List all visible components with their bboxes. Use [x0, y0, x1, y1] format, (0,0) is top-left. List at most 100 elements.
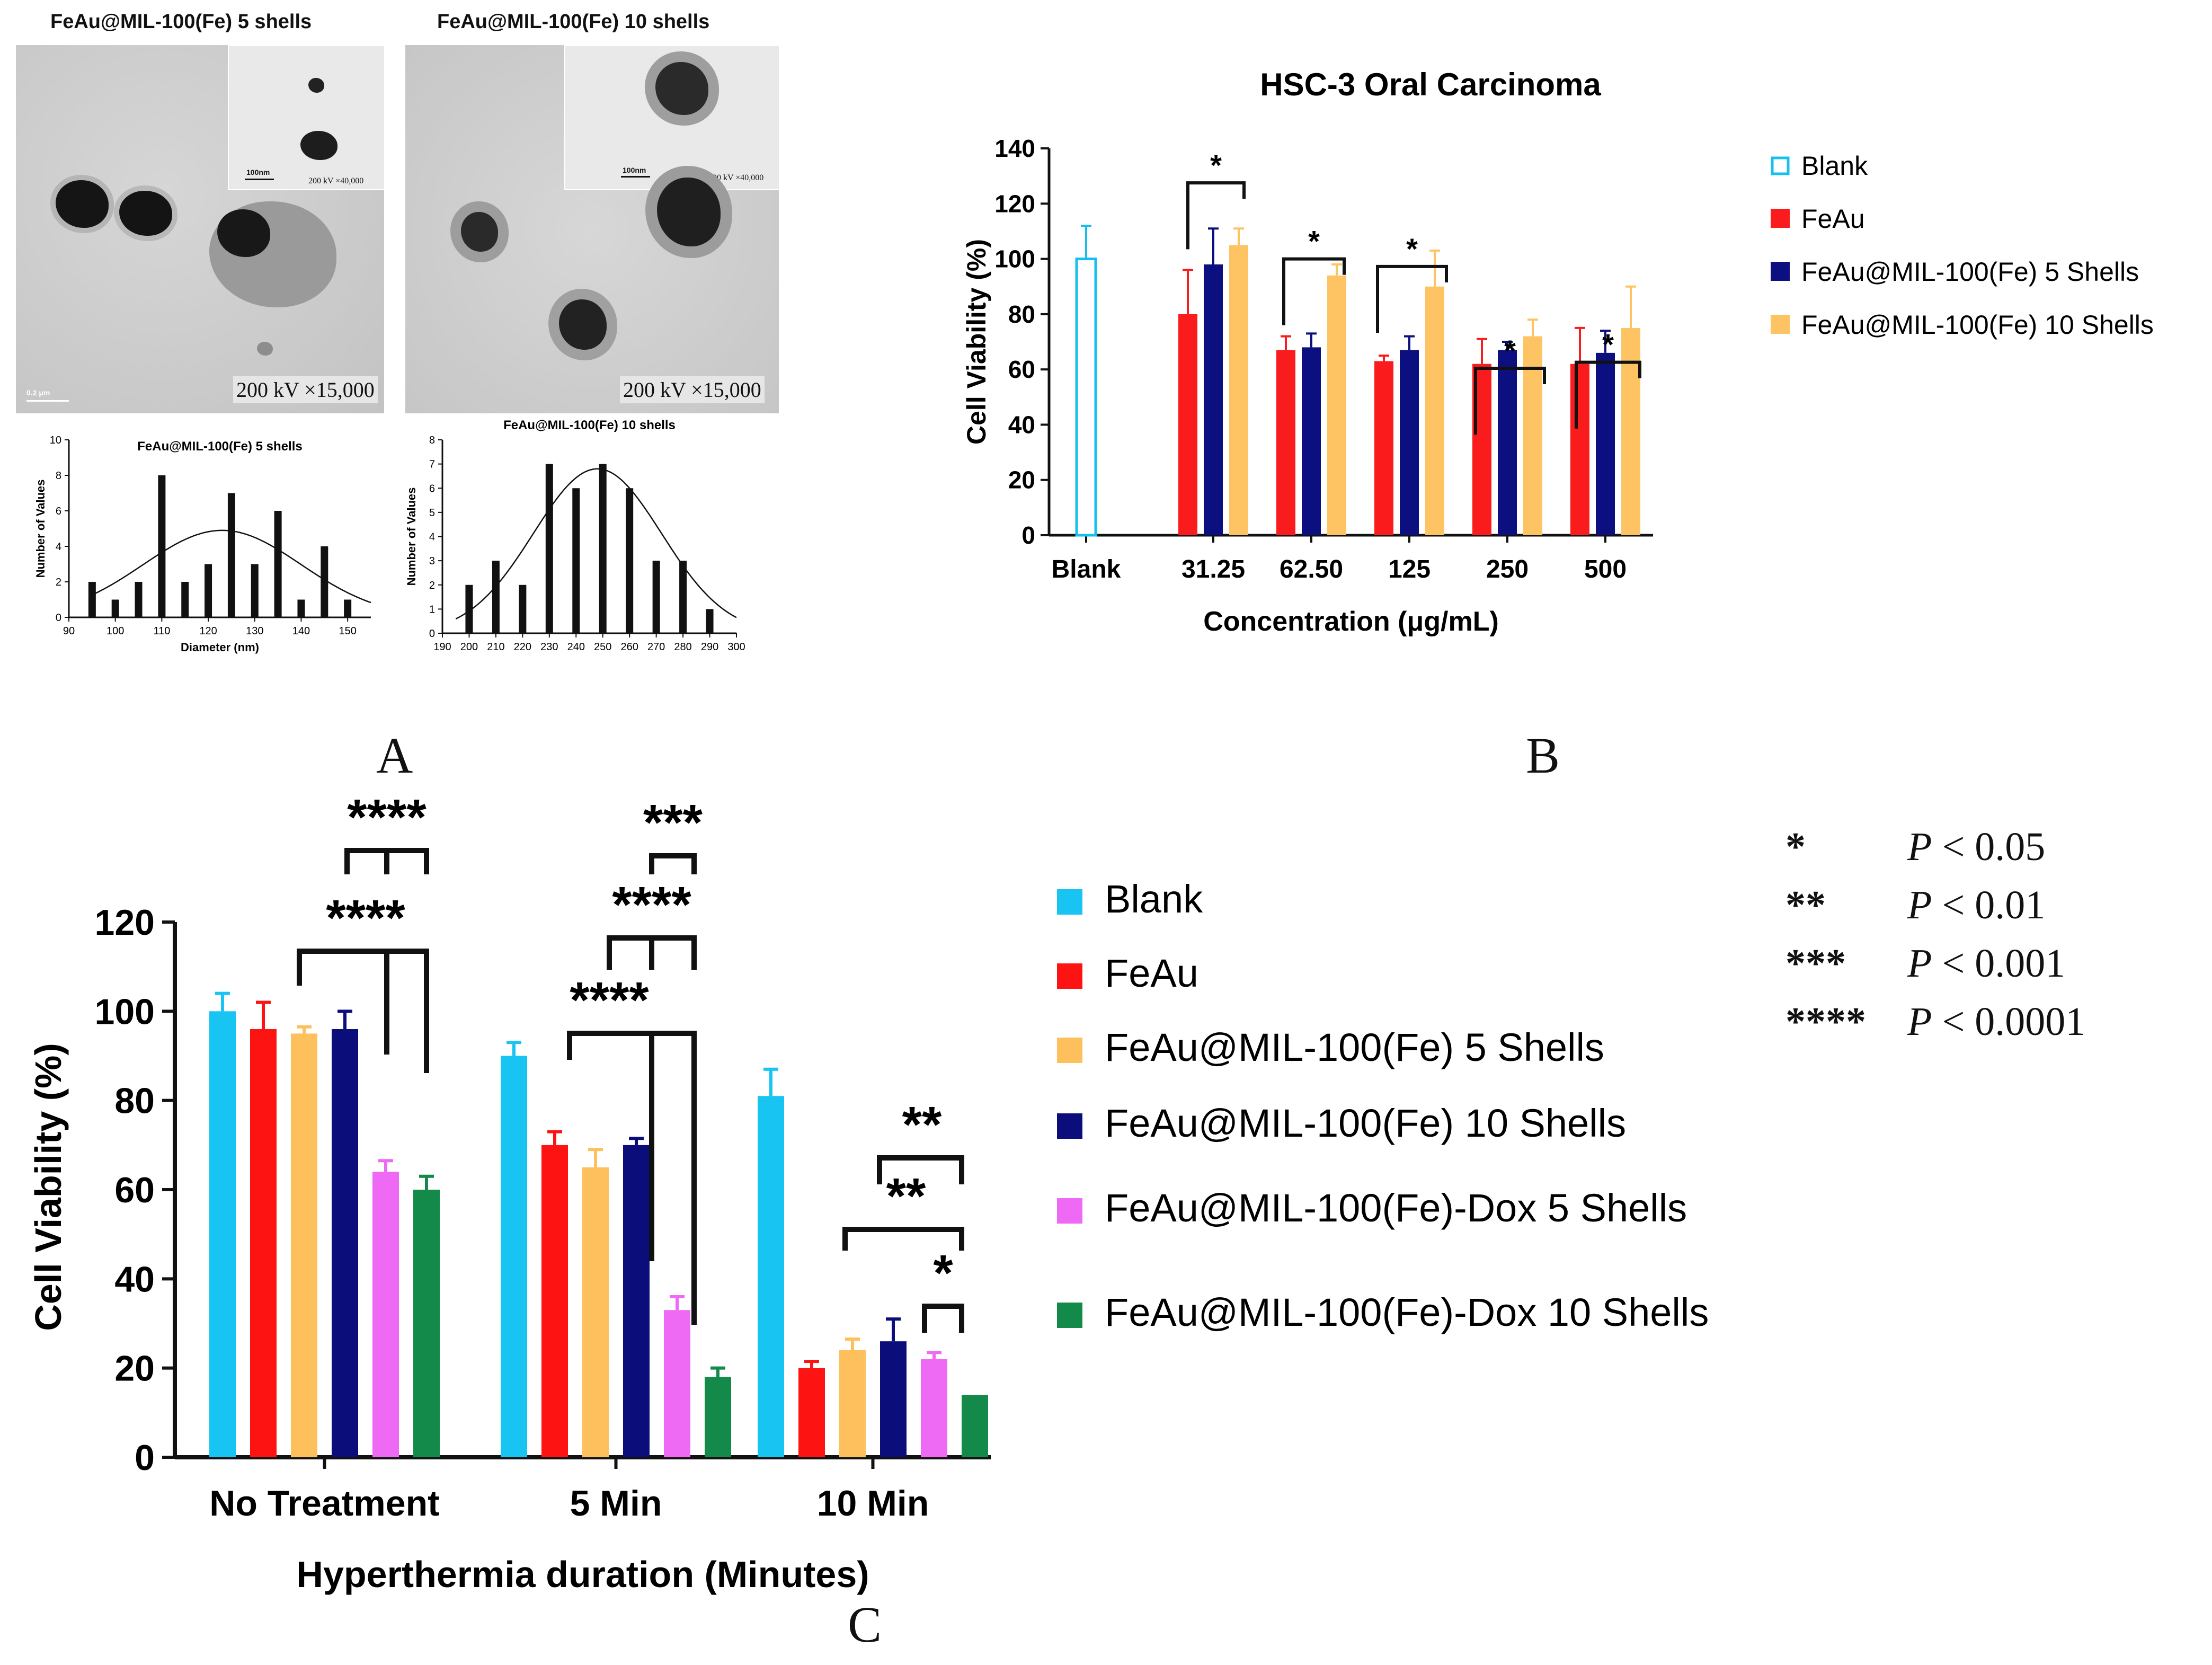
bar [1621, 327, 1640, 535]
x-tick-label: 120 [199, 625, 217, 637]
bar [921, 1359, 947, 1457]
y-tick-label: 2 [56, 577, 61, 588]
histogram-bar [227, 493, 235, 617]
histogram-bar [158, 475, 166, 617]
histogram-bar [344, 599, 352, 617]
histogram-bar [111, 599, 119, 617]
sig-p: P [1907, 825, 1932, 869]
inset-magnification: 200 kV ×40,000 [308, 176, 364, 185]
y-axis-label: Cell Viability (%) [28, 1043, 69, 1331]
y-tick-label: 4 [429, 532, 435, 543]
x-tick-label: 290 [701, 641, 718, 653]
y-axis-label: Number of Values [405, 488, 418, 586]
legend-label: FeAu@MIL-100(Fe)-Dox 5 Shells [1105, 1186, 1687, 1230]
panel-label-a: A [376, 727, 413, 784]
y-tick-label: 40 [114, 1259, 155, 1299]
sig-stars: **** [1785, 999, 1866, 1044]
y-tick-label: 80 [1008, 300, 1035, 328]
x-tick-label: 90 [63, 625, 75, 637]
x-tick-label: 125 [1388, 555, 1431, 583]
sig-value: < 0.05 [1942, 825, 2046, 869]
particle [300, 131, 337, 160]
x-tick-label: 5 Min [570, 1483, 662, 1524]
legend-swatch [1057, 889, 1082, 915]
legend-swatch [1057, 963, 1082, 989]
legend-label: FeAu [1105, 951, 1198, 995]
y-tick-label: 140 [994, 135, 1035, 162]
bar [839, 1350, 866, 1457]
significance-label: ** [902, 1096, 942, 1153]
histogram-bar [465, 584, 473, 633]
x-tick-label: 10 Min [817, 1483, 929, 1524]
histogram-bar [205, 564, 212, 617]
histogram-bar [519, 584, 527, 633]
x-tick-label: 300 [727, 641, 745, 653]
tem-inset-5-shells: 100nm 200 kV ×40,000 [228, 45, 384, 190]
legend-label: Blank [1105, 877, 1203, 921]
x-tick-label: 140 [292, 625, 310, 637]
x-tick-label: 260 [620, 641, 638, 653]
inset-scale-text: 100nm [246, 168, 270, 176]
particle [119, 191, 172, 236]
bar [962, 1395, 988, 1457]
significance-bracket [922, 1304, 964, 1333]
bar [880, 1341, 907, 1457]
y-tick-label: 5 [429, 507, 435, 519]
x-tick-label: 230 [540, 641, 558, 653]
inset-magnification: 200 kV ×40,000 [708, 173, 764, 182]
x-axis-label: Concentration (μg/mL) [1203, 606, 1499, 637]
bar [1204, 264, 1223, 535]
tem-right-title: FeAu@MIL-100(Fe) 10 shells [437, 11, 710, 33]
sig-p: P [1907, 941, 1932, 986]
significance-label: * [1406, 232, 1418, 265]
x-tick-label: 270 [647, 641, 665, 653]
y-tick-label: 8 [56, 470, 61, 482]
bar [1596, 352, 1615, 535]
bar [798, 1368, 825, 1457]
significance-bracket [297, 949, 429, 1073]
sig-value: < 0.01 [1942, 883, 2046, 927]
y-tick-label: 20 [114, 1349, 155, 1389]
scale-text: 0.2 μm [26, 388, 50, 397]
y-tick-label: 7 [429, 459, 435, 471]
y-tick-label: 10 [50, 435, 61, 446]
y-tick-label: 6 [56, 506, 61, 517]
sig-stars: ** [1785, 883, 1826, 927]
legend-swatch [1771, 209, 1790, 228]
y-tick-label: 20 [1008, 466, 1035, 494]
y-tick-label: 4 [56, 541, 61, 553]
particle [559, 299, 607, 350]
y-tick-label: 80 [114, 1081, 155, 1121]
x-tick-label: No Treatment [209, 1483, 440, 1524]
significance-label: **** [570, 972, 649, 1029]
panel-label-b: B [1526, 727, 1560, 784]
legend-swatch [1057, 1113, 1082, 1139]
significance-bracket [567, 1031, 697, 1325]
histogram-bar [679, 561, 687, 633]
y-tick-label: 2 [429, 580, 435, 591]
legend-label: FeAu@MIL-100(Fe) 5 Shells [1105, 1025, 1604, 1069]
particle [257, 342, 273, 356]
chart-b: HSC-3 Oral Carcinoma 0 20 40 60 80 100 120 140 Bl… [962, 67, 2154, 637]
histogram-bar [88, 582, 96, 617]
y-tick-label: 3 [429, 555, 435, 567]
bar [623, 1145, 650, 1457]
sig-value: < 0.0001 [1942, 999, 2086, 1044]
histogram-bar [599, 464, 607, 633]
significance-bracket [344, 848, 429, 874]
sig-value: < 0.001 [1942, 941, 2066, 986]
y-tick-label: 60 [1008, 356, 1035, 383]
y-tick-label: 100 [95, 991, 155, 1032]
x-tick-label: 250 [594, 641, 611, 653]
x-tick-label: 100 [106, 625, 124, 637]
bar [501, 1056, 527, 1457]
histogram-bar [545, 464, 553, 633]
x-tick-label: 280 [674, 641, 691, 653]
legend-swatch [1771, 315, 1790, 334]
y-tick-label: 100 [994, 245, 1035, 273]
significance-label: ** [886, 1168, 926, 1225]
significance-label: * [1504, 334, 1516, 367]
y-tick-label: 0 [429, 628, 435, 640]
histogram-bar [251, 564, 259, 617]
